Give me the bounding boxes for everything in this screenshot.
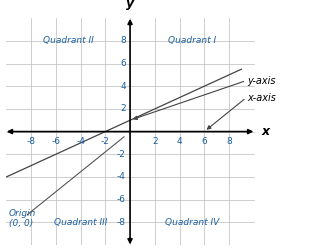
- Text: 2: 2: [120, 104, 126, 114]
- Text: -6: -6: [117, 195, 126, 204]
- Text: Quadrant I: Quadrant I: [168, 36, 216, 45]
- Text: 2: 2: [152, 137, 158, 146]
- Text: -4: -4: [117, 172, 126, 182]
- Text: 8: 8: [120, 36, 126, 45]
- Text: Quadrant IV: Quadrant IV: [165, 218, 219, 227]
- Text: -6: -6: [51, 137, 60, 146]
- Text: -8: -8: [27, 137, 36, 146]
- Text: -2: -2: [117, 150, 126, 159]
- Text: 4: 4: [120, 82, 126, 91]
- Text: -8: -8: [117, 218, 126, 227]
- Text: Quadrant III: Quadrant III: [54, 218, 107, 227]
- Text: x: x: [261, 125, 269, 138]
- Text: y: y: [126, 0, 134, 10]
- Text: Quadrant II: Quadrant II: [43, 36, 94, 45]
- Text: 6: 6: [120, 59, 126, 68]
- Text: Origin
(0, 0): Origin (0, 0): [9, 209, 36, 228]
- Text: 8: 8: [226, 137, 232, 146]
- Text: -2: -2: [101, 137, 110, 146]
- Text: 4: 4: [177, 137, 182, 146]
- Text: 6: 6: [201, 137, 207, 146]
- Text: y-axis: y-axis: [248, 76, 276, 86]
- Text: -4: -4: [76, 137, 85, 146]
- Text: x-axis: x-axis: [248, 92, 276, 102]
